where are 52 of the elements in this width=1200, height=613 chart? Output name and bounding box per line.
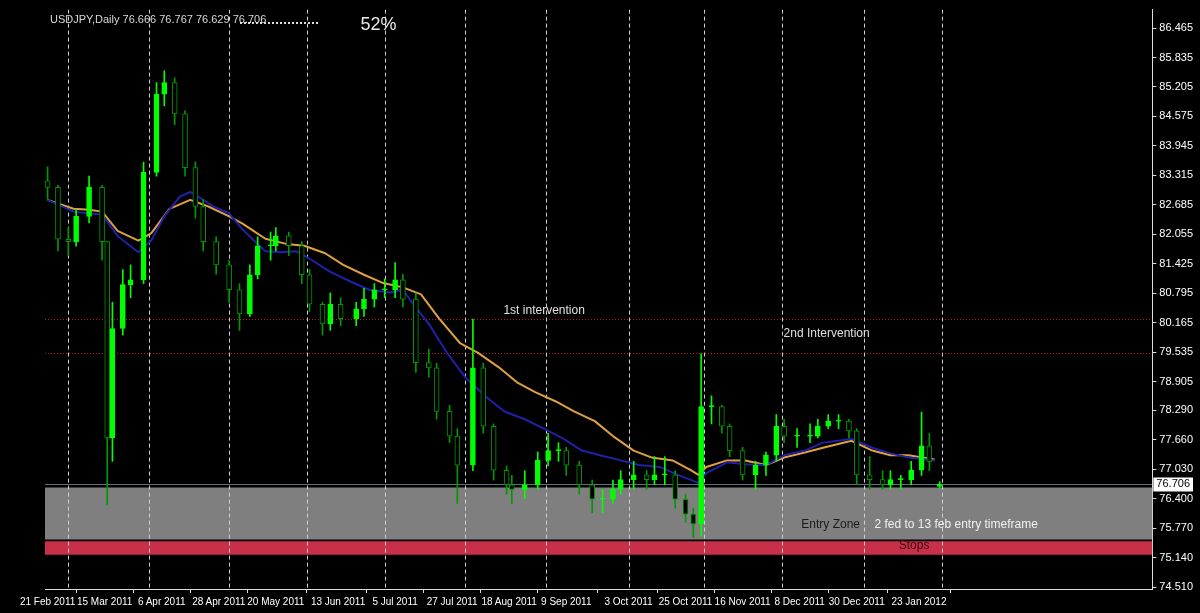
annotation: Stops — [898, 538, 930, 553]
annotation: 52% — [360, 14, 397, 35]
x-tick-label: 8 Dec 2011 — [774, 595, 826, 607]
x-tick-label: 23 Jan 2012 — [891, 595, 947, 607]
x-tick-label: 21 Feb 2011 — [19, 595, 76, 607]
candlestick — [508, 475, 515, 504]
y-tick-label: 82.685 — [1159, 197, 1194, 210]
y-tick-label: 74.510 — [1159, 580, 1194, 593]
y-tick-label: 83.945 — [1159, 138, 1194, 151]
y-tick-label: 77.030 — [1159, 462, 1194, 475]
x-tick-label: 25 Oct 2011 — [658, 595, 713, 607]
x-tick-label: 5 Jul 2011 — [372, 595, 419, 607]
candlestick — [866, 456, 873, 490]
x-tick-label: 16 Nov 2011 — [714, 595, 772, 607]
x-tick-label: 15 Mar 2011 — [76, 595, 133, 607]
y-tick-label: 84.575 — [1159, 109, 1194, 122]
candlestick — [794, 428, 800, 448]
x-tick-label: 20 May 2011 — [247, 595, 305, 607]
x-tick-label: 9 Sep 2011 — [541, 595, 592, 607]
x-tick-label: 6 Apr 2011 — [137, 595, 186, 607]
ref-line-label: 76.706 — [1156, 477, 1191, 490]
x-tick-label: 18 Aug 2011 — [481, 595, 538, 607]
candlestick — [661, 456, 668, 486]
y-tick-label: 78.290 — [1159, 403, 1194, 416]
x-tick-label: 13 Jun 2011 — [310, 595, 366, 607]
x-tick-label: 28 Apr 2011 — [192, 595, 246, 607]
y-tick-label: 77.660 — [1159, 432, 1194, 445]
y-tick-label: 83.315 — [1159, 168, 1194, 181]
annotation: 2 fed to 13 feb entry timeframe — [874, 517, 1039, 531]
y-tick-label: 82.055 — [1159, 227, 1194, 240]
y-tick-label: 85.835 — [1159, 50, 1194, 63]
y-tick-label: 85.205 — [1159, 80, 1194, 93]
candlestick — [630, 461, 637, 490]
y-tick-label: 75.770 — [1159, 521, 1194, 534]
y-tick-label: 76.400 — [1159, 491, 1194, 504]
annotation: 2nd Intervention — [783, 325, 870, 340]
y-tick-label: 80.165 — [1159, 315, 1194, 328]
candlestick — [425, 348, 432, 378]
x-tick-label: 30 Dec 2011 — [828, 595, 886, 607]
y-tick-label: 80.795 — [1159, 286, 1194, 299]
annotation: Entry Zone — [801, 517, 861, 531]
candlestick — [381, 278, 388, 298]
y-tick-label: 78.905 — [1159, 374, 1194, 387]
y-tick-label: 75.140 — [1159, 550, 1194, 563]
x-tick-label: 3 Oct 2011 — [604, 595, 654, 607]
x-tick-label: 27 Jul 2011 — [426, 595, 479, 607]
candlestick — [807, 423, 813, 443]
y-tick-label: 79.535 — [1159, 345, 1194, 358]
annotation: 1st intervention — [503, 302, 585, 317]
y-tick-label: 81.425 — [1159, 256, 1194, 269]
y-tick-label: 86.465 — [1159, 21, 1194, 34]
candlestick — [521, 470, 528, 500]
